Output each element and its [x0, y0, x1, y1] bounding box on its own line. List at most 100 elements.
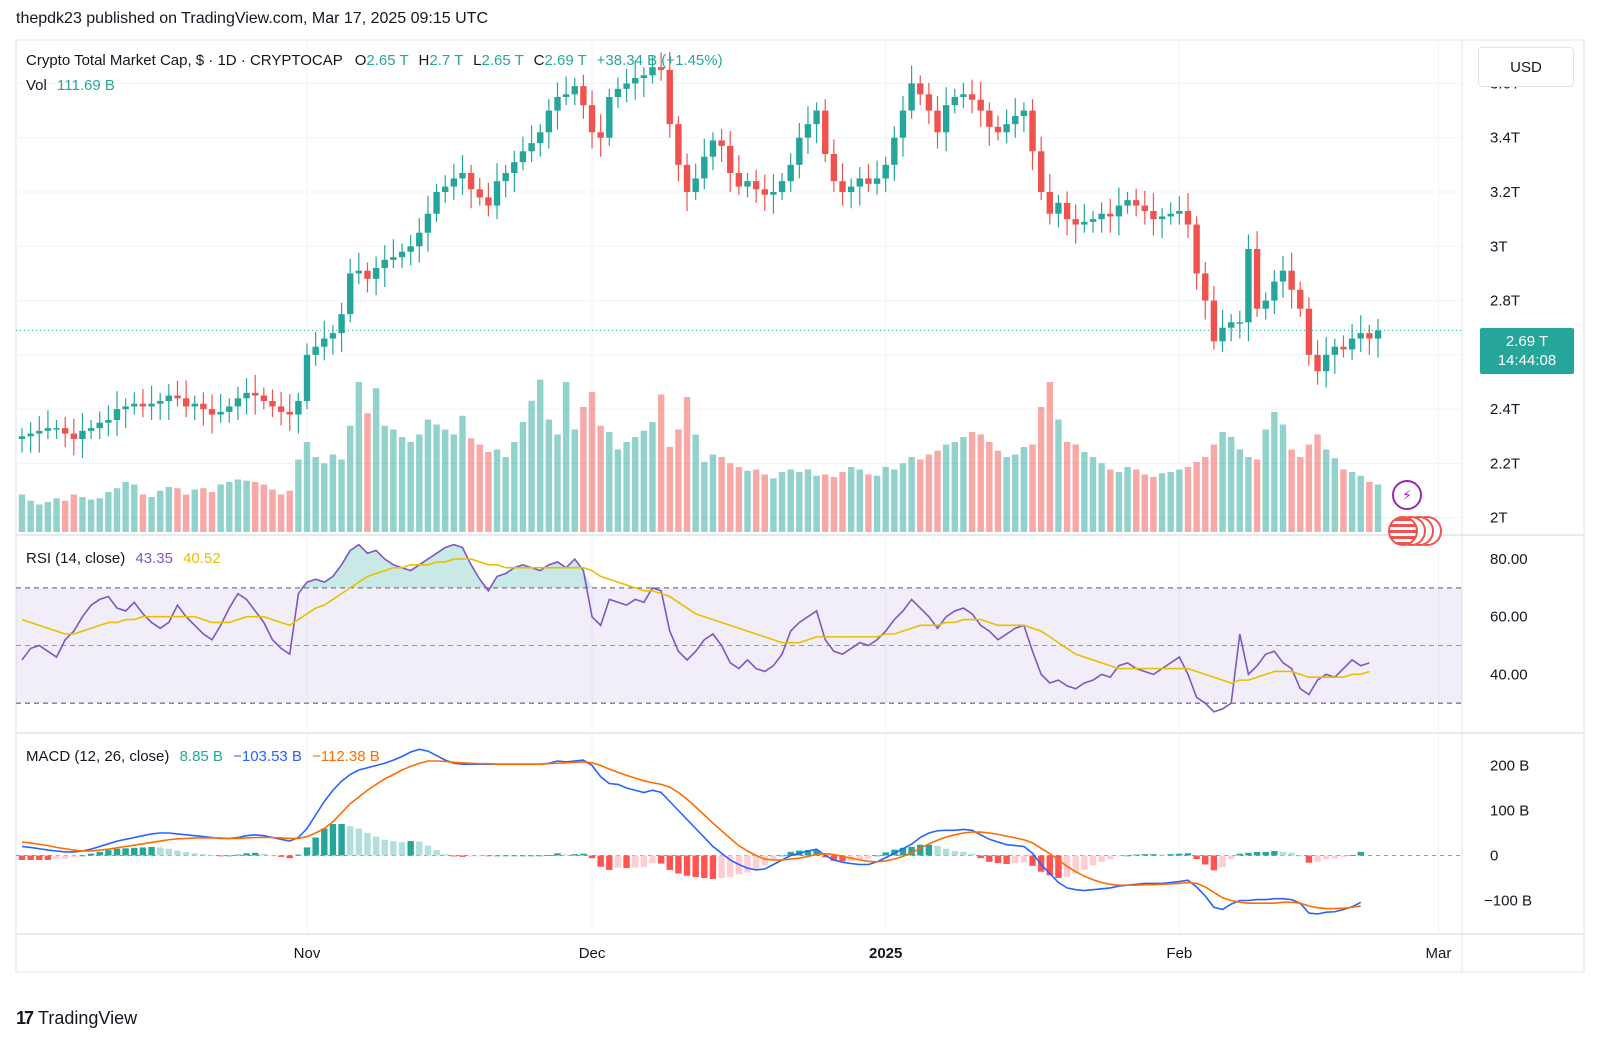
high-label: H — [418, 52, 430, 69]
macd-histogram-bar — [53, 855, 60, 860]
candle-body — [545, 110, 553, 133]
macd-histogram-bar — [321, 828, 328, 856]
rsi-tick-label: 40.00 — [1490, 666, 1528, 683]
volume-bar — [1184, 467, 1192, 532]
candle-body — [1150, 211, 1157, 220]
candle-body — [139, 403, 147, 407]
macd-histogram-bar — [1340, 855, 1347, 857]
macd-histogram-bar — [1227, 855, 1235, 860]
candle-body — [597, 132, 604, 138]
volume-bar — [813, 475, 820, 532]
currency-button[interactable]: USD — [1478, 47, 1574, 87]
candle-body — [908, 83, 915, 111]
macd-histogram-bar — [407, 841, 414, 856]
macd-label[interactable]: MACD (12, 26, close) — [26, 748, 170, 765]
rsi-band — [16, 587, 1462, 704]
macd-hist-value: 8.85 B — [179, 748, 223, 765]
macd-histogram-bar — [476, 855, 483, 857]
candle-body — [87, 428, 95, 431]
macd-histogram-bar — [364, 833, 371, 856]
volume-bar — [511, 442, 518, 532]
volume-bar — [226, 482, 233, 532]
volume-bar — [416, 434, 423, 532]
macd-histogram-bar — [416, 841, 423, 856]
candle-body — [381, 259, 388, 268]
macd-histogram-bar — [269, 855, 276, 857]
macd-histogram-bar — [277, 855, 285, 857]
macd-histogram-bar — [1046, 855, 1053, 876]
candle-body — [632, 78, 639, 84]
volume-bar — [873, 475, 881, 532]
volume-bar — [79, 497, 86, 532]
time-tick-label: Mar — [1426, 945, 1452, 962]
candle-body — [156, 401, 164, 404]
macd-histogram-bar — [1193, 855, 1200, 860]
volume-bar — [597, 425, 604, 532]
footer-brand[interactable]: TradingView — [38, 1008, 138, 1028]
volume-bar — [485, 452, 492, 532]
volume-bar — [865, 474, 872, 532]
rsi-ma-value: 40.52 — [183, 550, 221, 567]
macd-histogram-bar — [813, 850, 820, 856]
lightning-icon[interactable]: ⚡ — [1392, 480, 1422, 510]
macd-histogram-bar — [614, 855, 622, 868]
candle-body — [105, 420, 112, 423]
candle-body — [528, 143, 535, 152]
macd-histogram-bar — [1288, 852, 1295, 856]
candle-body — [796, 137, 803, 165]
candle-body — [1374, 330, 1382, 339]
candle-body — [986, 110, 993, 127]
candle-body — [727, 145, 734, 173]
macd-histogram-bar — [649, 855, 656, 864]
candle-body — [683, 164, 691, 192]
time-tick-label: Feb — [1166, 945, 1192, 962]
macd-histogram-bar — [709, 855, 717, 879]
macd-histogram-bar — [1089, 855, 1097, 866]
candle-body — [364, 270, 371, 279]
macd-histogram-bar — [182, 851, 190, 856]
macd-histogram-bar — [606, 855, 613, 870]
volume-bar — [1236, 449, 1244, 532]
volume-bar — [1279, 424, 1287, 532]
volume-bar — [778, 472, 786, 532]
macd-histogram-bar — [761, 855, 768, 866]
open-label: O — [354, 52, 367, 69]
volume-bar — [1029, 444, 1036, 532]
tradingview-logo-icon[interactable]: 17 — [16, 1008, 34, 1028]
candle-body — [338, 314, 345, 334]
volume-bar — [1132, 469, 1140, 532]
candle-body — [787, 164, 794, 182]
macd-histogram-bar — [873, 855, 881, 857]
candle-body — [666, 69, 673, 125]
volume-bar — [131, 484, 138, 532]
candle-body — [321, 338, 328, 347]
candle-body — [467, 173, 475, 190]
price-tick-label: 2.2T — [1490, 455, 1520, 472]
macd-histogram-bar — [545, 855, 553, 856]
macd-histogram-bar — [856, 855, 863, 860]
macd-histogram-bar — [390, 841, 397, 856]
candle-body — [251, 392, 259, 396]
volume-bar — [1202, 457, 1209, 532]
us-flag-icon[interactable] — [1388, 516, 1442, 546]
volume-bar — [1219, 432, 1226, 532]
macd-histogram-bar — [87, 853, 95, 856]
rsi-label[interactable]: RSI (14, close) — [26, 550, 126, 567]
macd-histogram-bar — [1331, 855, 1339, 859]
low-value: 2.65 T — [481, 52, 524, 69]
volume-bar — [493, 449, 501, 532]
candle-body — [623, 83, 630, 89]
candle-body — [1271, 281, 1278, 301]
candle-body — [1366, 333, 1373, 339]
volume-bar — [321, 463, 328, 532]
candle-body — [1029, 110, 1036, 152]
volume-bar — [1227, 437, 1235, 532]
time-tick-label: Nov — [294, 945, 321, 962]
candle-body — [1132, 200, 1140, 206]
candle-body — [614, 88, 622, 97]
symbol-label[interactable]: Crypto Total Market Cap, $ · 1D · CRYPTO… — [26, 52, 343, 69]
signal-line — [21, 760, 1361, 910]
volume-bar — [968, 432, 976, 532]
candle-body — [1288, 270, 1295, 290]
